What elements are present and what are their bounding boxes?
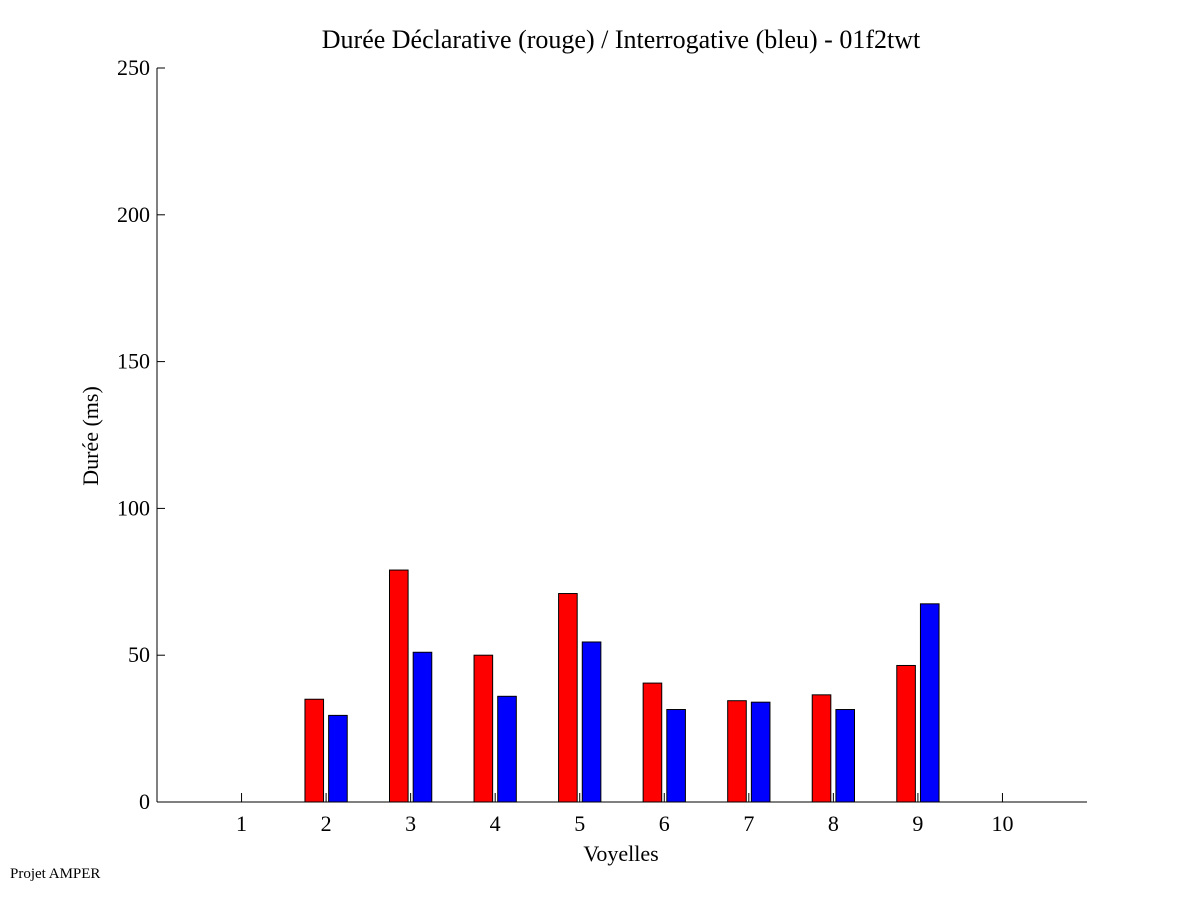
bar [811,694,832,803]
x-tick-label: 1 [236,811,247,836]
y-tick-label: 150 [117,349,150,374]
bar [666,709,686,803]
x-tick-label: 2 [321,811,332,836]
bar [750,701,771,803]
bar [919,603,940,803]
footer-credit: Projet AMPER [10,866,100,882]
plot-area: 0 50 100 150 200 250 1 2 3 4 5 6 7 8 9 10 [117,55,1087,836]
bar [328,714,348,803]
bar [497,695,517,803]
bar [473,654,494,803]
chart-title: Durée Déclarative (rouge) / Interrogativ… [322,25,921,54]
x-axis-label: Voyelles [583,841,658,866]
x-tick-label: 10 [991,811,1013,836]
bar [581,641,602,803]
bar [304,698,325,803]
bar [896,664,916,803]
y-tick-label: 0 [139,789,150,814]
x-tick-label: 9 [912,811,923,836]
y-axis-label: Durée (ms) [78,386,103,486]
y-tick-label: 250 [117,55,150,80]
y-tick-label: 100 [117,495,150,520]
x-tick-label: 5 [574,811,585,836]
bar [727,700,747,803]
bar [412,651,433,803]
bar [389,569,409,803]
bar [642,682,663,803]
x-tick-label: 4 [490,811,501,836]
x-tick-label: 6 [659,811,670,836]
x-tick-label: 8 [828,811,839,836]
y-tick-label: 50 [128,642,150,667]
y-tick-label: 200 [117,202,150,227]
x-tick-label: 3 [405,811,416,836]
bar [558,593,578,803]
x-tick-label: 7 [743,811,754,836]
bar [835,709,856,803]
